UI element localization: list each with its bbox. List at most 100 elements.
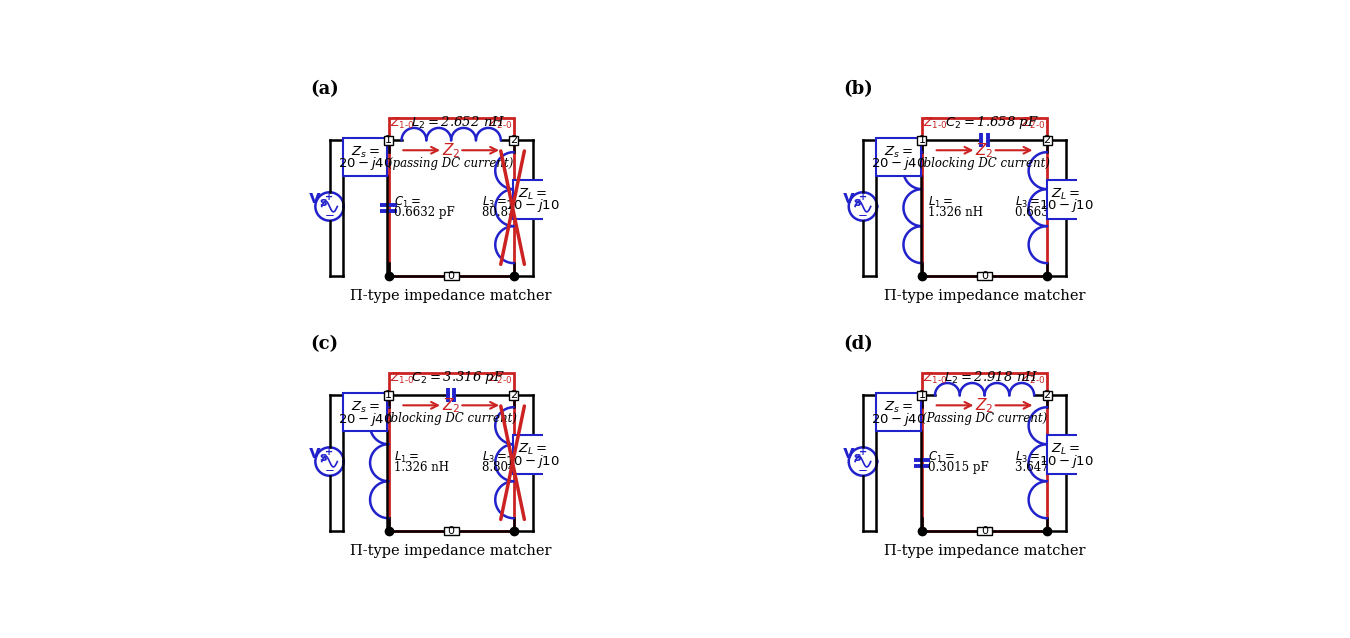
- Text: (d): (d): [844, 335, 873, 353]
- Text: $L_3 =$: $L_3 =$: [482, 195, 506, 210]
- Text: $L_2 = $2.652 nH: $L_2 = $2.652 nH: [412, 115, 505, 131]
- Text: (a): (a): [310, 80, 339, 98]
- Text: $\mathbf{v_s}$: $\mathbf{v_s}$: [308, 445, 329, 463]
- Text: $\mathbf{v_s}$: $\mathbf{v_s}$: [841, 445, 863, 463]
- Bar: [918, 136, 926, 145]
- Bar: [876, 138, 921, 175]
- Text: $Z_{2\text{-}0}$: $Z_{2\text{-}0}$: [1022, 116, 1046, 131]
- Bar: [922, 373, 1048, 531]
- Text: $L_3 =$: $L_3 =$: [1015, 450, 1041, 465]
- Text: 0.3015 pF: 0.3015 pF: [927, 461, 988, 475]
- Text: $Z_L =$: $Z_L =$: [518, 442, 547, 457]
- Text: $10 - j10$: $10 - j10$: [505, 452, 560, 470]
- Bar: [389, 118, 514, 276]
- Bar: [343, 393, 387, 431]
- Text: Π-type impedance matcher: Π-type impedance matcher: [351, 289, 552, 303]
- Text: $Z_2$: $Z_2$: [441, 396, 460, 415]
- Text: +: +: [325, 192, 333, 202]
- Text: (blocking DC current): (blocking DC current): [919, 157, 1050, 170]
- Text: 0.6632 pF: 0.6632 pF: [394, 206, 455, 219]
- Text: $20 - j40$: $20 - j40$: [871, 410, 926, 427]
- Text: $10 - j10$: $10 - j10$: [505, 198, 560, 214]
- Text: 0.6631 nH: 0.6631 nH: [1015, 206, 1077, 219]
- Text: $\mathbf{v_s}$: $\mathbf{v_s}$: [841, 190, 863, 209]
- Bar: [343, 138, 387, 175]
- Text: $C_2=$3.316 pF: $C_2=$3.316 pF: [412, 369, 505, 387]
- Bar: [876, 393, 921, 431]
- Text: $20 - j40$: $20 - j40$: [338, 156, 393, 172]
- Text: −: −: [324, 209, 335, 222]
- Text: $Z_2$: $Z_2$: [441, 142, 460, 160]
- Text: $\mathbf{v_s}$: $\mathbf{v_s}$: [308, 190, 329, 209]
- Text: $Z_{1\text{-}0}$: $Z_{1\text{-}0}$: [390, 371, 414, 387]
- Text: (c): (c): [310, 335, 338, 353]
- Text: 1.326 nH: 1.326 nH: [394, 461, 450, 475]
- Text: $C_2=$1.658 pF: $C_2=$1.658 pF: [945, 114, 1038, 131]
- Bar: [1046, 180, 1085, 219]
- Text: 2: 2: [1044, 390, 1050, 401]
- Text: $10 - j10$: $10 - j10$: [1038, 198, 1094, 214]
- Text: 2: 2: [510, 135, 517, 145]
- Text: $Z_{2\text{-}0}$: $Z_{2\text{-}0}$: [487, 116, 513, 131]
- Text: $20 - j40$: $20 - j40$: [871, 156, 926, 172]
- Text: $Z_L =$: $Z_L =$: [518, 187, 547, 202]
- Text: −: −: [859, 464, 868, 477]
- Text: 1: 1: [918, 135, 926, 145]
- Text: +: +: [859, 192, 867, 202]
- Text: $10 - j10$: $10 - j10$: [1038, 452, 1094, 470]
- Bar: [385, 136, 393, 145]
- Text: 0: 0: [981, 526, 988, 536]
- Text: 2: 2: [510, 390, 517, 401]
- Text: Π-type impedance matcher: Π-type impedance matcher: [884, 544, 1085, 558]
- Text: 1: 1: [385, 390, 391, 401]
- Text: $L_1 =$: $L_1 =$: [927, 195, 953, 210]
- Text: (passing DC current): (passing DC current): [389, 157, 514, 170]
- Text: $Z_{1\text{-}0}$: $Z_{1\text{-}0}$: [923, 116, 948, 131]
- Text: $Z_s =$: $Z_s =$: [351, 145, 379, 160]
- Text: $Z_2$: $Z_2$: [975, 142, 994, 160]
- Text: $L_2 = $2.918 nH: $L_2 = $2.918 nH: [945, 370, 1038, 387]
- Text: $Z_{1\text{-}0}$: $Z_{1\text{-}0}$: [923, 371, 948, 387]
- Text: 2: 2: [1044, 135, 1050, 145]
- Text: $Z_{1\text{-}0}$: $Z_{1\text{-}0}$: [390, 116, 414, 131]
- Text: $L_3 =$: $L_3 =$: [1015, 195, 1041, 210]
- Text: $L_3 =$: $L_3 =$: [482, 450, 506, 465]
- Bar: [977, 527, 992, 535]
- Bar: [385, 391, 393, 400]
- Text: −: −: [859, 209, 868, 222]
- Text: $Z_{2\text{-}0}$: $Z_{2\text{-}0}$: [1022, 371, 1046, 387]
- Text: +: +: [859, 447, 867, 457]
- Bar: [1042, 136, 1052, 145]
- Text: Π-type impedance matcher: Π-type impedance matcher: [351, 544, 552, 558]
- Text: (b): (b): [844, 80, 873, 98]
- Bar: [977, 272, 992, 280]
- Text: 0: 0: [448, 271, 455, 281]
- Bar: [389, 373, 514, 531]
- Text: 80.83 μH: 80.83 μH: [482, 206, 537, 219]
- Bar: [1046, 435, 1085, 474]
- Text: (Passing DC current): (Passing DC current): [922, 412, 1048, 425]
- Bar: [513, 180, 552, 219]
- Text: 1: 1: [385, 135, 391, 145]
- Text: +: +: [325, 447, 333, 457]
- Text: $Z_L =$: $Z_L =$: [1052, 187, 1080, 202]
- Text: $20 - j40$: $20 - j40$: [338, 410, 393, 427]
- Text: 1.326 nH: 1.326 nH: [927, 206, 983, 219]
- Text: $Z_s =$: $Z_s =$: [884, 145, 913, 160]
- Text: (blocking DC current): (blocking DC current): [386, 412, 517, 425]
- Text: 0: 0: [448, 526, 455, 536]
- Text: $C_1 =$: $C_1 =$: [394, 195, 421, 210]
- Text: $C_1 =$: $C_1 =$: [927, 450, 954, 465]
- Text: Π-type impedance matcher: Π-type impedance matcher: [884, 289, 1085, 303]
- Text: 1: 1: [918, 390, 926, 401]
- Bar: [444, 527, 459, 535]
- Text: 3.647 nH: 3.647 nH: [1015, 461, 1071, 475]
- Text: $L_1 =$: $L_1 =$: [394, 450, 420, 465]
- Text: $Z_s =$: $Z_s =$: [351, 400, 379, 415]
- Bar: [509, 391, 518, 400]
- Text: $Z_s =$: $Z_s =$: [884, 400, 913, 415]
- Text: $Z_2$: $Z_2$: [975, 396, 994, 415]
- Text: 0: 0: [981, 271, 988, 281]
- Bar: [509, 136, 518, 145]
- Text: $Z_L =$: $Z_L =$: [1052, 442, 1080, 457]
